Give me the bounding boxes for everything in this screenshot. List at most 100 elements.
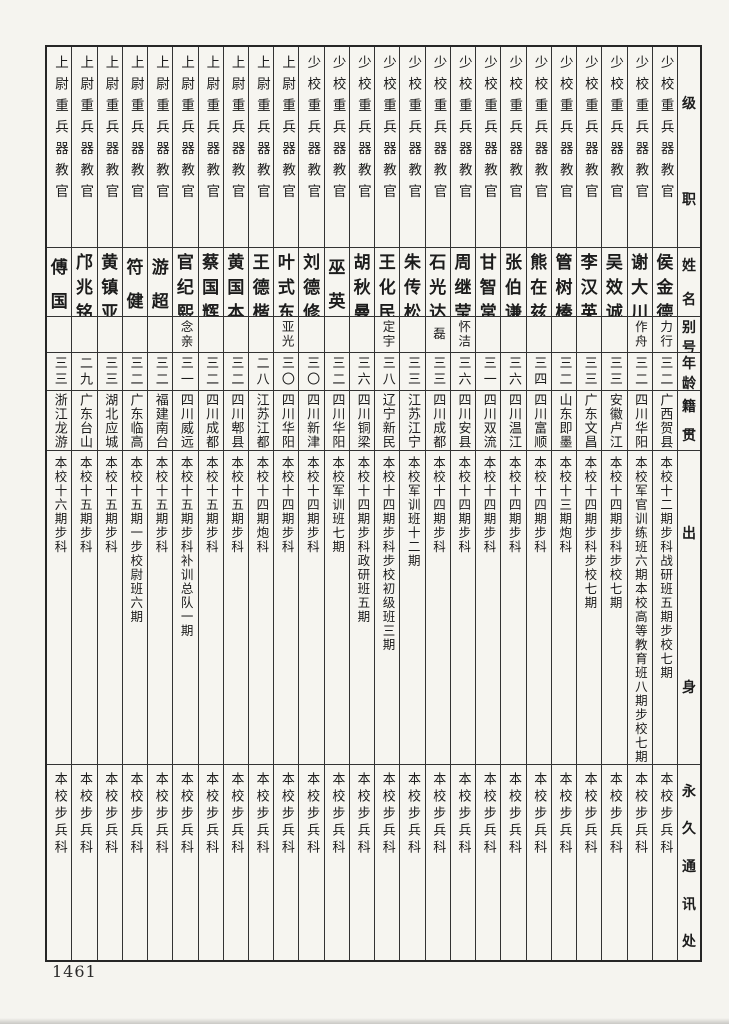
native-text: 四川安县 — [455, 392, 471, 449]
age-cell: 三一 — [173, 353, 198, 391]
byname-cell: 念亲 — [173, 317, 198, 353]
rank-cell: 上尉重兵器教官 — [148, 47, 173, 248]
rank-text: 上尉重兵器教官 — [152, 55, 169, 206]
name-text: 黄国本 — [227, 253, 245, 317]
person-column: 少校重兵器教官张伯谦三六 四川温江 本校十四期步科 本校步兵科 — [500, 47, 526, 960]
name-text: 谢大川 — [631, 253, 649, 317]
personnel-table: 级职 姓名 别号 年龄 籍贯 出身 永久通讯处 少校重兵器教官侯金德力行 三二 广西… — [45, 45, 702, 962]
native-cell: 江苏江都 — [249, 391, 274, 451]
native-text: 广西贺县 — [657, 392, 673, 449]
address-text: 本校步兵科 — [455, 772, 471, 857]
origin-text: 本校十四期炮科 — [254, 456, 270, 554]
address-cell: 本校步兵科 — [400, 765, 424, 960]
address-text: 本校步兵科 — [228, 772, 244, 857]
origin-cell: 本校十五期步科 — [198, 451, 223, 765]
address-cell: 本校步兵科 — [350, 765, 374, 960]
person-column: 少校重兵器教官甘智常三一 四川双流 本校十四期步科 本校步兵科 — [475, 47, 501, 960]
native-cell: 四川安县 — [450, 391, 476, 451]
header-address-label: 永久通讯处 — [682, 783, 696, 951]
person-column: 上尉重兵器教官黄国本三二 四川郫县 本校十五期步科 本校步兵科 — [222, 47, 249, 960]
rank-cell: 少校重兵器教官 — [577, 47, 602, 248]
native-text: 江苏江都 — [253, 392, 269, 449]
name-text: 符健 — [126, 257, 144, 312]
name-text: 黄镇亚 — [101, 253, 119, 317]
name-text: 朱传松 — [404, 253, 422, 317]
byname-cell: 亚光 — [274, 317, 299, 353]
native-text: 四川双流 — [480, 392, 496, 449]
age-cell: 三二 — [627, 353, 652, 391]
age-cell: 三四 — [526, 353, 551, 391]
name-cell: 黄国本 — [223, 248, 249, 317]
origin-text: 本校十四期步科步校七期 — [607, 456, 623, 610]
native-cell: 四川温江 — [501, 391, 526, 451]
rank-text: 少校重兵器教官 — [304, 55, 321, 206]
address-cell: 本校步兵科 — [148, 765, 172, 960]
name-cell: 侯金德 — [652, 248, 677, 317]
rank-cell: 少校重兵器教官 — [400, 47, 425, 248]
address-text: 本校步兵科 — [304, 772, 320, 857]
origin-text: 本校十五期步科 — [153, 456, 169, 554]
rank-text: 上尉重兵器教官 — [178, 55, 195, 206]
age-text: 三二 — [657, 355, 673, 388]
person-column: 少校重兵器教官李汉英三三 广东文昌 本校十四期步科步校七期 本校步兵科 — [576, 47, 602, 960]
age-text: 三六 — [354, 355, 370, 388]
byname-cell — [526, 317, 551, 353]
rank-cell: 少校重兵器教官 — [476, 47, 501, 248]
header-name-label: 姓名 — [682, 258, 696, 308]
age-text: 三三 — [430, 355, 446, 388]
origin-cell: 本校十四期炮科 — [249, 451, 274, 765]
origin-text: 本校十五期步科补训总队一期 — [178, 456, 194, 638]
rank-text: 少校重兵器教官 — [607, 55, 624, 206]
byname-text: 力行 — [658, 320, 674, 349]
name-text: 王德楷 — [252, 253, 270, 317]
address-text: 本校步兵科 — [556, 772, 572, 857]
rank-text: 少校重兵器教官 — [380, 55, 397, 206]
address-text: 本校步兵科 — [657, 772, 673, 857]
native-cell: 四川华阳 — [274, 391, 299, 451]
age-cell: 三三 — [425, 353, 450, 391]
name-text: 官纪熙 — [176, 253, 194, 317]
address-text: 本校步兵科 — [354, 772, 370, 857]
native-text: 四川华阳 — [329, 392, 345, 449]
rank-cell: 少校重兵器教官 — [299, 47, 324, 248]
age-text: 三一 — [480, 355, 496, 388]
name-text: 周继莹 — [454, 253, 472, 317]
name-cell: 巫英 — [324, 248, 349, 317]
origin-cell: 本校军训班十二期 — [400, 451, 425, 765]
header-column: 级职 姓名 别号 年龄 籍贯 出身 永久通讯处 — [677, 47, 700, 960]
native-cell: 四川郫县 — [223, 391, 249, 451]
name-text: 胡秋曼 — [353, 253, 371, 317]
origin-cell: 本校十五期步科 — [97, 451, 122, 765]
address-text: 本校步兵科 — [177, 772, 193, 857]
rank-text: 上尉重兵器教官 — [127, 55, 144, 206]
person-column: 少校重兵器教官熊在兹三四 四川富顺 本校十四期步科 本校步兵科 — [525, 47, 551, 960]
origin-cell: 本校十三期炮科 — [551, 451, 577, 765]
byname-cell: 定宇 — [375, 317, 400, 353]
address-cell: 本校步兵科 — [274, 765, 298, 960]
native-text: 广东台山 — [76, 392, 92, 449]
header-origin-cell: 出身 — [678, 451, 700, 765]
age-cell: 三三 — [602, 353, 627, 391]
rank-cell: 上尉重兵器教官 — [249, 47, 274, 248]
age-cell: 三一 — [476, 353, 501, 391]
origin-cell: 本校十四期步科步校七期 — [602, 451, 627, 765]
header-age-cell: 年龄 — [678, 353, 700, 391]
age-cell: 三八 — [375, 353, 400, 391]
byname-cell — [47, 317, 72, 353]
age-cell: 三二 — [324, 353, 349, 391]
native-text: 安徽卢江 — [606, 392, 622, 449]
person-column: 上尉重兵器教官王德楷二八 江苏江都 本校十四期炮科 本校步兵科 — [248, 47, 274, 960]
address-cell: 本校步兵科 — [552, 765, 576, 960]
address-cell: 本校步兵科 — [173, 765, 197, 960]
native-text: 江苏江宁 — [405, 392, 421, 449]
person-column: 少校重兵器教官侯金德力行 三二 广西贺县 本校十二期步科战研班五期步校七期 本校步兵科 — [651, 47, 677, 960]
person-column: 少校重兵器教官管树榛三二 山东即墨 本校十三期炮科 本校步兵科 — [550, 47, 577, 960]
age-text: 三二 — [632, 355, 648, 388]
person-column: 上尉重兵器教官官纪熙念亲 三一 四川威远 本校十五期步科补训总队一期 本校步兵科 — [172, 47, 198, 960]
origin-text: 本校十四期步科步校七期 — [582, 456, 598, 610]
header-byname-cell: 别号 — [678, 317, 700, 353]
rank-text: 上尉重兵器教官 — [52, 55, 68, 206]
address-text: 本校步兵科 — [51, 772, 67, 857]
age-text: 三三 — [51, 355, 67, 388]
origin-cell: 本校十五期步科 — [223, 451, 249, 765]
